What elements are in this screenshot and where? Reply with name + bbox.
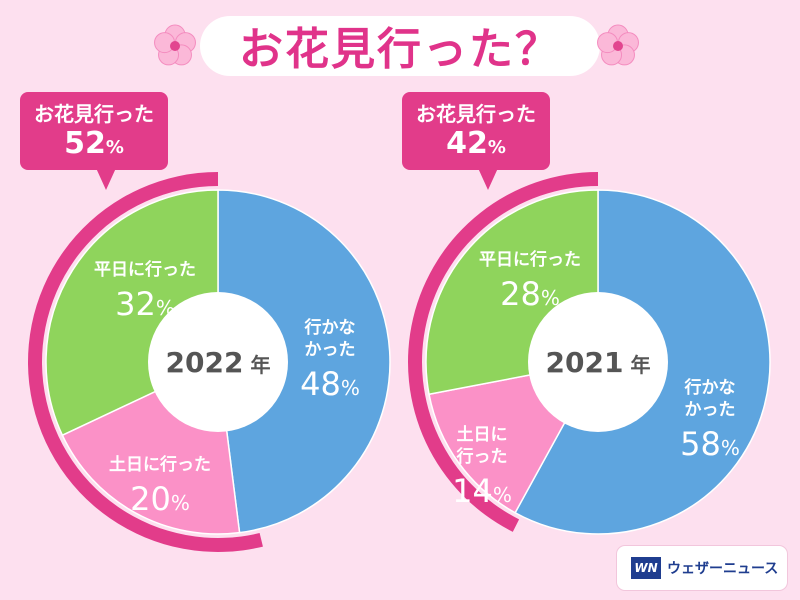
did-not-go-2021-label-1: かった [685,400,736,420]
callout-2021-tail [478,168,498,190]
callout-2021-value-wrap: 42% [402,127,550,165]
weekday-2021-value: 28% [500,275,560,313]
center-year-2022: 2022 年 [166,346,271,379]
did-not-go-2021-label-0: 行かな [684,377,736,398]
weekend-2021-label-1: 行った [456,446,508,467]
sakura-left-icon [154,24,196,66]
did-not-go-2022-label-1: かった [305,340,356,360]
callout-2022-label: お花見行った [34,102,154,126]
callout-2022-unit: % [105,137,124,158]
did-not-go-2022-label-0: 行かな [304,317,356,338]
weekday-2022-value: 32% [115,285,175,323]
center-hole-2022 [148,292,288,432]
weekday-2022-label-0: 平日に行った [94,259,196,280]
callout-2022-tail [96,168,116,190]
weekend-2021-label-0: 土日に [457,424,508,445]
weathernews-logo: WN ウェザーニュース [617,546,787,590]
callout-2022: お花見行った 52% [20,92,168,170]
callout-2022-value: 52 [64,126,106,161]
center-year-2021: 2021 年 [546,346,651,379]
callout-2021: お花見行った 42% [402,92,550,170]
center-hole-2021 [528,292,668,432]
weekend-2022-label-0: 土日に行った [109,454,211,475]
logo-text: ウェザーニュース [667,561,779,577]
did-not-go-2022-value: 48% [300,365,360,403]
weekday-2021-label-0: 平日に行った [479,249,581,270]
did-not-go-2021-value: 58% [680,425,740,463]
logo-mark: WN [631,557,661,579]
callout-2021-label: お花見行った [416,102,536,126]
weekend-2022-value: 20% [130,480,190,518]
callout-2021-value: 42 [446,126,488,161]
callout-2022-value-wrap: 52% [20,127,168,165]
sakura-right-icon [597,24,639,66]
callout-2021-unit: % [487,137,506,158]
title-background [200,16,600,76]
page-title: お花見行った？ [239,24,561,75]
weekend-2021-value: 14% [452,472,512,510]
slice-2022-0 [217,189,391,534]
